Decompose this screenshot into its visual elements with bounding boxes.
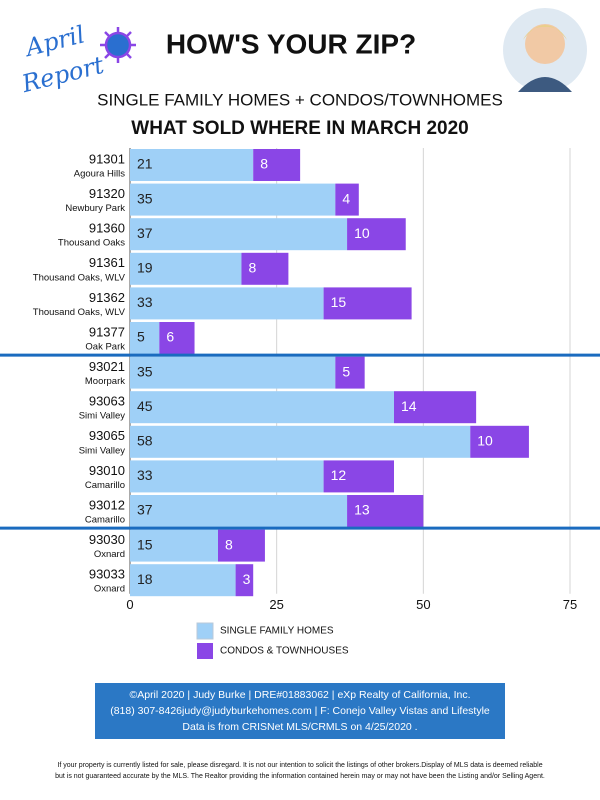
area-label: Moorpark [85,376,125,387]
bar-segment [470,425,529,458]
footer-text: ©April 2020 | Judy Burke | DRE#01883062 … [129,689,470,701]
bar-segment [130,529,218,562]
category-label: 93012 [89,497,125,512]
value-label: 3 [243,571,251,587]
value-label: 8 [248,260,256,276]
bar-segment [241,252,289,285]
area-label: Oxnard [94,584,125,595]
legend-swatch [196,622,214,640]
value-label: 8 [260,156,268,172]
value-label: 10 [477,433,493,449]
bar-segment [130,287,324,320]
value-label: 12 [331,467,347,483]
category-label: 93010 [89,463,125,478]
value-label: 5 [342,363,350,379]
bar-segment [253,149,301,181]
value-label: 33 [137,294,153,310]
value-label: 15 [137,536,153,552]
category-label: 91362 [89,290,125,305]
bar-segment [218,529,265,562]
category-label: 91320 [89,186,125,201]
value-label: 35 [137,363,153,379]
disclaimer-text: If your property is currently listed for… [57,762,542,769]
x-tick-label: 50 [416,597,430,612]
legend-swatch [197,643,213,659]
area-label: Thousand Oaks [58,238,125,249]
value-label: 5 [137,329,145,345]
legend-label: SINGLE FAMILY HOMES [220,626,334,637]
value-label: 58 [137,433,153,449]
area-label: Camarillo [85,480,125,491]
bar-segment [347,218,406,251]
area-label: Oxnard [94,549,125,560]
bar-segment [130,183,336,216]
virus-icon [100,27,136,63]
category-label: 93030 [89,532,125,547]
value-label: 37 [137,225,153,241]
bar-segment [159,322,195,354]
bar-segment [130,495,348,527]
value-label: 45 [137,398,153,414]
value-label: 18 [137,571,153,587]
footer-box [95,683,505,739]
bar-segment [323,460,394,493]
bar-segment [130,218,348,251]
value-label: 8 [225,536,233,552]
area-label: Camarillo [85,515,125,526]
area-label: Simi Valley [79,411,126,422]
bar-segment [130,460,324,493]
category-label: 93033 [89,567,125,582]
footer-text: Data is from CRISNet MLS/CRMLS on 4/25/2… [182,721,417,733]
value-label: 6 [166,329,174,345]
bar-segment [323,287,412,320]
disclaimer-text: but is not guaranteed accurate by the ML… [55,773,545,780]
chart-title: WHAT SOLD WHERE IN MARCH 2020 [131,118,468,139]
category-label: 91377 [89,324,125,339]
legend-label: CONDOS & TOWNHOUSES [220,646,349,657]
category-label: 93021 [89,359,125,374]
value-label: 4 [342,190,350,206]
x-tick-label: 0 [126,597,133,612]
value-label: 15 [331,294,347,310]
area-label: Thousand Oaks, WLV [33,307,126,318]
category-label: 91361 [89,255,125,270]
bar-segment [347,495,424,527]
bar-segment [235,564,254,597]
bar-segment [335,183,359,216]
value-label: 37 [137,502,153,518]
area-label: Oak Park [85,342,125,353]
category-label: 93065 [89,428,125,443]
footer-text: (818) 307-8426judy@judyburkehomes.com | … [110,705,490,717]
category-label: 91360 [89,221,125,236]
value-label: 19 [137,260,153,276]
value-label: 10 [354,225,370,241]
bar-segment [394,391,477,424]
value-label: 21 [137,156,153,172]
category-label: 93063 [89,394,125,409]
area-label: Agoura Hills [74,169,125,180]
area-label: Thousand Oaks, WLV [33,272,126,283]
bar-segment [130,391,394,424]
area-label: Simi Valley [79,445,126,456]
value-label: 13 [354,502,370,518]
value-label: 35 [137,190,153,206]
bar-segment [130,252,242,285]
bar-segment [335,356,365,389]
category-label: 91301 [89,151,125,166]
x-tick-label: 25 [269,597,283,612]
x-tick-label: 75 [563,597,577,612]
bar-segment [130,425,471,458]
bar-segment [130,356,336,389]
bar-segment [130,564,236,597]
value-label: 14 [401,398,417,414]
chart-subtitle: SINGLE FAMILY HOMES + CONDOS/TOWNHOMES [97,90,503,109]
page-title: HOW'S YOUR ZIP? [166,28,416,59]
bar-segment [130,149,254,181]
bar-segment [130,322,160,354]
profile-photo [503,8,587,92]
value-label: 33 [137,467,153,483]
area-label: Newbury Park [65,203,125,214]
